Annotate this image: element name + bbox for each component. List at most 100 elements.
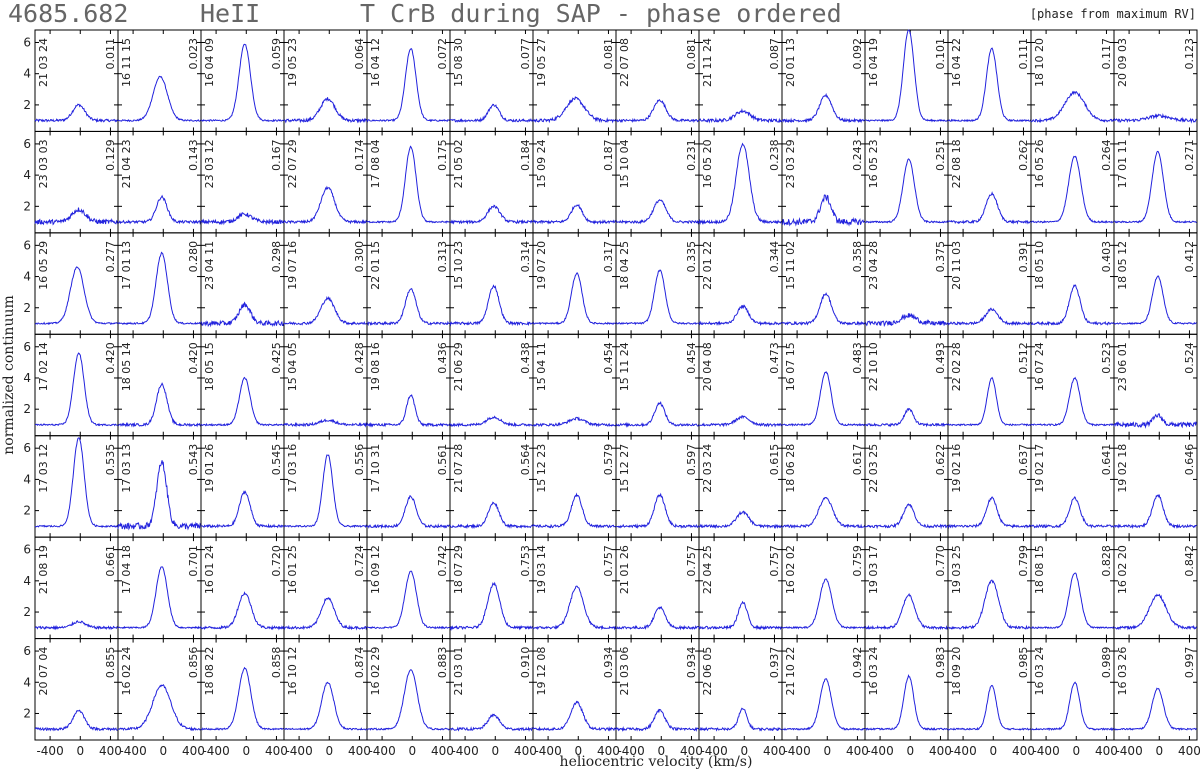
panel-date-label: 19 08 16 [369,342,382,391]
spectrum-panel: 19 01 26 0.545 [200,435,285,538]
panel-date-label: 21 10 22 [784,647,797,696]
panel-phase-label: 0.335 [685,241,698,273]
panel-date-label: 22 07 29 [286,139,299,188]
panel-phase-label: 0.271 [1183,139,1196,171]
spectrum-line [1030,496,1115,529]
panel-date-label: 16 07 24 [1033,342,1046,391]
panel-date-label: 22 10 10 [867,342,880,391]
panel-date-label: 17 10 31 [369,444,382,493]
panel-phase-label: 0.111 [1017,38,1030,70]
panel-phase-label: 0.874 [353,647,366,679]
spectrum-line [200,301,285,328]
panel-phase-label: 0.579 [602,444,615,476]
spectrum-panel: 17 10 31 0.561 [366,435,451,538]
y-tick-label: 6 [23,441,31,455]
x-tick-label: -400 [534,744,561,758]
spectrum-line [366,394,451,428]
phase-note: [phase from maximum RV] [1030,7,1196,21]
panel-phase-label: 0.101 [934,38,947,70]
spectrum-line [117,566,202,630]
spectrum-line [283,97,368,124]
spectrum-panel: 19 03 25 0.799 [947,536,1032,640]
x-tick-label: -400 [617,744,644,758]
x-tick-label: -400 [949,744,976,758]
spectrum-panel: 18 10 20 0.117 [1030,29,1115,132]
panel-phase-label: 0.597 [685,444,698,476]
spectrum-panel: 22 10 10 0.493 [864,333,949,437]
panel-date-label: 18 05 14 [120,342,133,391]
panel-date-label: 21 08 19 [37,545,50,594]
x-tick-label: -400 [1115,744,1142,758]
x-tick-label: 400 [431,744,454,758]
panel-date-label: 22 01 15 [369,241,382,290]
x-tick-label: -400 [285,744,312,758]
spectrum-line [117,251,202,325]
panel-phase-label: 0.799 [1017,545,1030,577]
panel-phase-label: 0.454 [602,342,615,374]
spectrum-panel: 19 03 14 0.757 [532,536,617,640]
panel-date-label: 21 03 24 [37,38,50,87]
spectrum-line [532,203,617,225]
spectrum-panel: 19 02 16 0.637 [947,435,1032,538]
spectrum-line [864,592,949,631]
spectrum-panel: 21 11 24 0.087 [698,29,783,132]
spectrum-line [615,708,700,732]
x-tick-label: 0 [574,744,582,758]
y-tick-label: 6 [23,238,31,252]
spectrum-line [366,287,451,327]
panel-phase-label: 0.512 [1017,342,1030,374]
spectrum-line [947,47,1032,123]
spectrum-panel: 18 06 28 0.617 [781,435,866,538]
x-tick-label: 400 [1012,744,1035,758]
spectrum-panel: 16 11 15 0.023 [117,29,202,132]
panel-date-label: 19 03 25 [950,545,963,594]
x-tick-label: 400 [929,744,952,758]
spectrum-line [615,269,699,326]
panel-phase-label: 0.757 [602,545,615,577]
panel-phase-label: 0.701 [187,545,200,577]
panel-phase-label: 0.757 [685,545,698,577]
spectrum-panel: 16 10 12 0.874 [283,638,368,741]
spectrum-line [1113,493,1197,530]
spectrum-line [532,96,617,124]
spectrum-line [615,401,700,428]
panel-phase-label: 0.997 [1183,647,1196,679]
panel-date-label: 19 12 08 [535,647,548,696]
spectrum-line [117,684,202,732]
ion-label: HeII [200,0,260,28]
spectrum-panel: 15 09 24 0.187 [532,130,617,234]
panel-date-label: 21 01 26 [618,545,631,594]
panel-phase-label: 0.243 [851,139,864,171]
panel-date-label: 16 01 24 [203,545,216,594]
spectrum-line [283,418,368,428]
spectrum-line [1030,572,1115,630]
panel-date-label: 23 03 03 [37,139,50,188]
panel-phase-label: 0.174 [353,139,366,171]
panel-date-label: 20 07 04 [37,647,50,696]
spectrum-line [34,266,119,325]
spectrum-line [283,296,367,326]
panel-date-label: 21 05 02 [452,139,465,188]
spectrum-panel: 16 02 24 0.856 [117,638,202,741]
panel-phase-label: 0.910 [519,647,532,679]
spectrum-panel: 17 02 14 0.420 [34,333,119,437]
panel-date-label: 16 03 24 [867,647,880,696]
y-tick-label: 2 [23,301,31,315]
spectrum-panel: 22 08 18 0.262 [947,130,1032,234]
spectrum-panel: 23 03 03 0.129 [34,130,119,234]
panel-phase-label: 0.564 [519,444,532,476]
spectrum-panel: 22 02 28 0.512 [947,333,1032,437]
x-tick-label: 400 [1095,744,1118,758]
spectrum-panel: 15 10 04 0.231 [615,130,700,234]
y-tick-label: 4 [23,675,31,689]
spectrum-line [283,454,368,529]
spectrum-line [1030,155,1114,224]
spectrum-panel: 15 08 30 0.077 [449,29,534,132]
panel-date-label: 21 07 28 [452,444,465,493]
panels-layer: 21 03 24 0.011 16 11 15 0.023 16 04 09 0.059 1… [23,29,1200,758]
panel-date-label: 18 05 12 [1116,241,1129,290]
y-tick-label: 6 [23,340,31,354]
x-tick-label: -400 [783,744,810,758]
spectrum-line [864,312,949,328]
panel-date-label: 20 11 03 [950,241,963,290]
